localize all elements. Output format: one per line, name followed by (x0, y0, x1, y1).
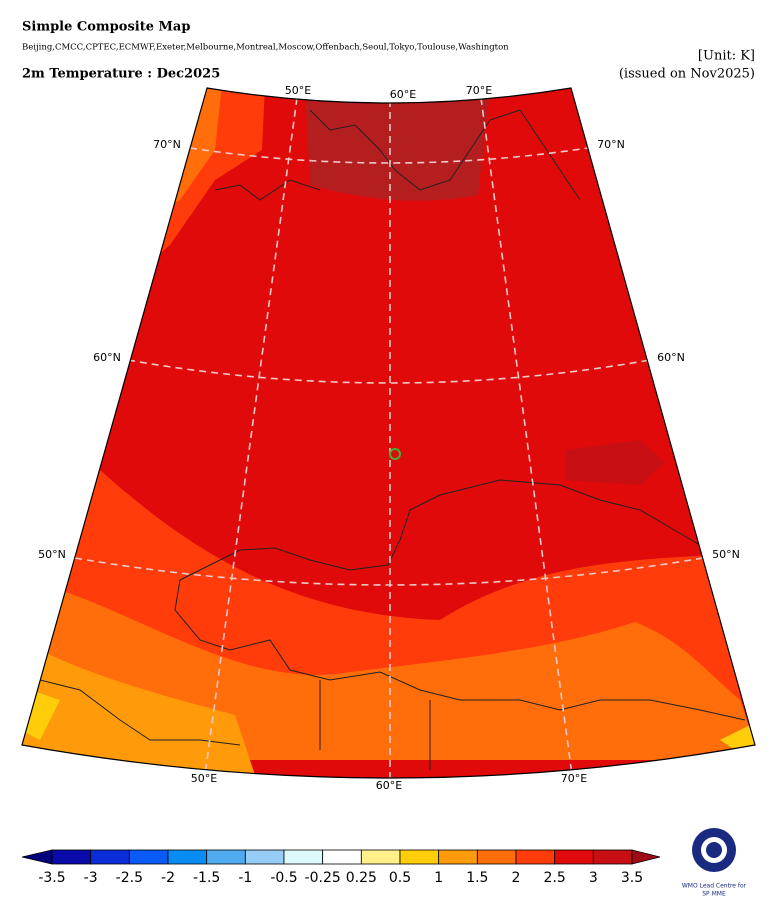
colorbar-tick-label: 0.25 (346, 870, 377, 886)
lat-label: 70°N (153, 138, 181, 151)
colorbar-bin (206, 849, 246, 865)
lat-label: 70°N (597, 138, 625, 151)
colorbar-tick-label: -2.5 (116, 870, 143, 886)
coastlines (39, 109, 746, 770)
lon-label: 50°E (285, 84, 311, 97)
lat-label: 50°N (38, 548, 66, 561)
colorbar-bin (283, 849, 324, 865)
colorbar-bin (167, 849, 208, 865)
field-region (305, 90, 490, 201)
graticule-labels: 50°E 60°E 70°E 50°E 60°E 70°E 70°N 60°N … (38, 84, 740, 792)
colorbar-bin (399, 849, 440, 865)
lon-label: 70°E (466, 84, 492, 97)
colorbar-bin (322, 849, 362, 865)
colorbar-tick-label: 1 (434, 870, 443, 886)
issued: (issued on Nov2025) (619, 67, 755, 82)
colorbar-tick-label: -2 (161, 870, 175, 886)
colorbar-bin (128, 849, 169, 865)
colorbar-tick-label: 3.5 (621, 870, 643, 886)
map-field (22, 88, 755, 778)
colorbar-tick-label: 2.5 (544, 870, 566, 886)
graticule (74, 97, 704, 778)
lon-label: 70°E (561, 772, 587, 785)
variable: 2m Temperature : Dec2025 (22, 67, 220, 82)
title: Simple Composite Map (22, 20, 190, 35)
colorbar-tick-label: -1.5 (193, 870, 220, 886)
map-frame (21, 87, 756, 779)
colorbar-bin (244, 849, 285, 865)
lon-label: 60°E (390, 88, 416, 101)
colorbar-under (21, 849, 53, 865)
lon-label: 60°E (376, 779, 402, 792)
colorbar-tick-label: 0.5 (389, 870, 411, 886)
colorbar-bin (360, 849, 401, 865)
colorbar-tick-label: -0.5 (270, 870, 297, 886)
lat-label: 60°N (657, 351, 685, 364)
lat-label: 60°N (93, 351, 121, 364)
colorbar: -3.5 -3 -2.5 -2 -1.5 -1 -0.5 -0.25 0.25 0.5 1 1.5 2 2… (21, 849, 661, 886)
colorbar-bin (438, 849, 478, 865)
colorbar-tick-label: -3 (84, 870, 98, 886)
logo-text: WMO Lead Centre for (682, 883, 747, 890)
colorbar-bin (476, 849, 517, 865)
colorbar-bin (90, 849, 130, 865)
logo-emblem (706, 842, 722, 858)
colorbar-bin (554, 849, 594, 865)
colorbar-bin (592, 849, 633, 865)
colorbar-tick-label: 2 (512, 870, 521, 886)
field-region (565, 440, 665, 485)
colorbar-bin (515, 849, 556, 865)
colorbar-tick-label: -0.25 (305, 870, 341, 886)
lat-label: 50°N (712, 548, 740, 561)
colorbar-tick-label: 3 (589, 870, 598, 886)
colorbar-over (631, 849, 661, 865)
colorbar-tick-label: -3.5 (38, 870, 65, 886)
logo-text: SP MME (702, 891, 726, 898)
lon-label: 50°E (191, 772, 217, 785)
logo: WMO Lead Centre for SP MME (682, 828, 747, 898)
marker (389, 448, 401, 460)
colorbar-tick-label: -1 (238, 870, 252, 886)
colorbar-bin (51, 849, 92, 865)
unit: [Unit: K] (698, 49, 755, 64)
centres: Beijing,CMCC,CPTEC,ECMWF,Exeter,Melbourn… (22, 43, 509, 53)
colorbar-tick-label: 1.5 (466, 870, 488, 886)
